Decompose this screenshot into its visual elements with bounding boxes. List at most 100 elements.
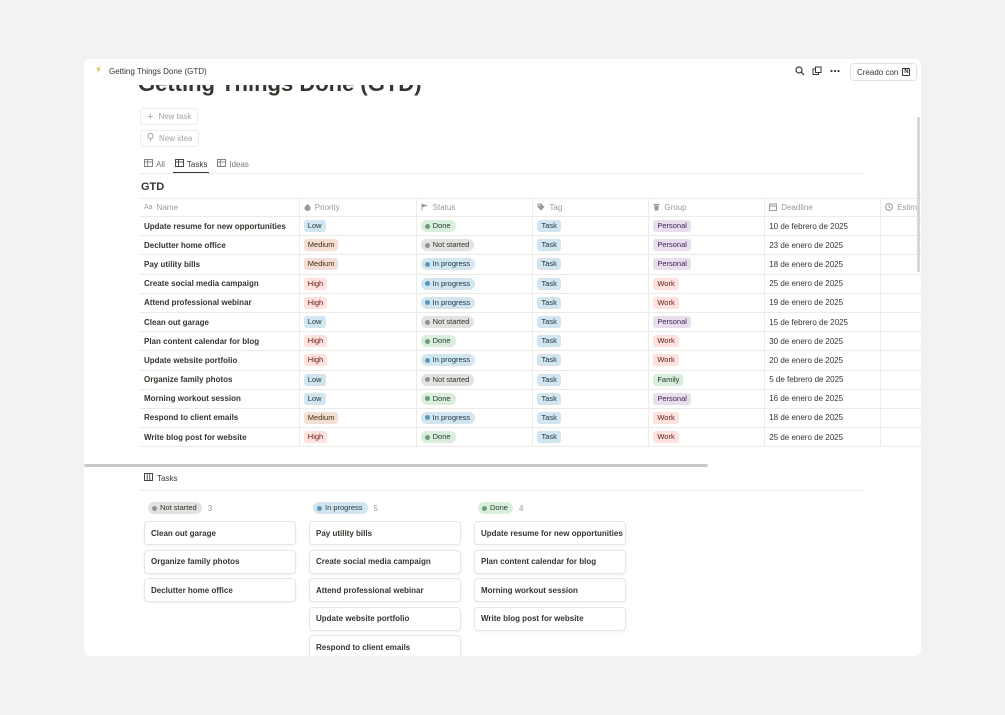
board-card[interactable]: Update resume for new opportunities bbox=[474, 521, 626, 545]
cell-deadline[interactable]: 25 de enero de 2025 bbox=[765, 274, 882, 293]
board-card[interactable]: Update website portfolio bbox=[309, 606, 461, 631]
task-name[interactable]: Pay utility bills bbox=[144, 259, 201, 269]
cell-deadline[interactable]: 15 de febrero de 2025 bbox=[765, 312, 882, 332]
cell-group[interactable]: Personal bbox=[649, 217, 766, 236]
cell-estimate[interactable] bbox=[881, 313, 921, 331]
cell-status[interactable]: In progress bbox=[417, 293, 534, 312]
board-card[interactable]: Plan content calendar for blog bbox=[474, 549, 626, 574]
table-row[interactable]: Morning workout session Low Done Task Person… bbox=[140, 389, 921, 409]
task-name[interactable]: Clean out garage bbox=[144, 317, 209, 327]
duplicate-icon[interactable] bbox=[810, 64, 824, 78]
tab-all[interactable]: All bbox=[144, 155, 165, 173]
cell-estimate[interactable] bbox=[881, 255, 921, 273]
cell-name[interactable]: Plan content calendar for blog bbox=[140, 332, 300, 351]
made-with-notion-button[interactable]: Creado con N bbox=[850, 63, 918, 81]
cell-deadline[interactable]: 20 de enero de 2025 bbox=[765, 351, 882, 370]
cell-estimate[interactable] bbox=[881, 371, 921, 389]
cell-tag[interactable]: Task bbox=[533, 389, 650, 408]
cell-group[interactable]: Personal bbox=[649, 255, 766, 274]
cell-priority[interactable]: Low bbox=[300, 312, 417, 332]
task-name[interactable]: Write blog post for website bbox=[144, 432, 247, 442]
cell-name[interactable]: Update resume for new opportunities bbox=[140, 217, 300, 236]
cell-priority[interactable]: Medium bbox=[300, 255, 417, 274]
cell-deadline[interactable]: 18 de enero de 2025 bbox=[765, 408, 882, 428]
cell-name[interactable]: Pay utility bills bbox=[140, 255, 300, 274]
column-header-group[interactable]: Group bbox=[649, 199, 766, 216]
table-row[interactable]: Plan content calendar for blog High Done Ta… bbox=[140, 332, 921, 352]
column-header-estimate[interactable]: Estim bbox=[881, 199, 921, 216]
cell-deadline[interactable]: 10 de febrero de 2025 bbox=[765, 217, 882, 236]
search-icon[interactable] bbox=[793, 64, 807, 78]
cell-priority[interactable]: Low bbox=[300, 389, 417, 408]
table-row[interactable]: Update resume for new opportunities Low Do… bbox=[140, 217, 921, 237]
cell-tag[interactable]: Task bbox=[533, 217, 650, 236]
cell-group[interactable]: Personal bbox=[649, 389, 766, 408]
cell-group[interactable]: Work bbox=[649, 351, 766, 370]
board-card[interactable]: Declutter home office bbox=[144, 578, 296, 602]
task-name[interactable]: Organize family photos bbox=[144, 375, 233, 385]
tab-tasks[interactable]: Tasks bbox=[172, 155, 210, 174]
task-name[interactable]: Update resume for new opportunities bbox=[144, 221, 286, 231]
cell-name[interactable]: Write blog post for website bbox=[140, 428, 300, 447]
horizontal-scrollbar[interactable] bbox=[84, 464, 708, 467]
column-header-priority[interactable]: Priority bbox=[300, 199, 417, 216]
cell-priority[interactable]: Medium bbox=[300, 408, 417, 428]
cell-status[interactable]: Done bbox=[417, 389, 534, 408]
cell-estimate[interactable] bbox=[881, 428, 921, 446]
cell-estimate[interactable] bbox=[881, 275, 921, 293]
cell-estimate[interactable] bbox=[881, 217, 921, 235]
cell-status[interactable]: In progress bbox=[417, 274, 534, 293]
cell-name[interactable]: Create social media campaign bbox=[140, 274, 300, 293]
cell-name[interactable]: Clean out garage bbox=[140, 312, 300, 332]
table-row[interactable]: Attend professional webinar High In progre… bbox=[140, 293, 921, 313]
cell-name[interactable]: Update website portfolio bbox=[140, 351, 300, 370]
cell-priority[interactable]: Low bbox=[300, 370, 417, 389]
task-name[interactable]: Morning workout session bbox=[144, 394, 241, 404]
cell-group[interactable]: Work bbox=[649, 408, 766, 428]
cell-priority[interactable]: High bbox=[300, 428, 417, 447]
cell-tag[interactable]: Task bbox=[533, 428, 650, 447]
cell-deadline[interactable]: 23 de enero de 2025 bbox=[765, 236, 882, 255]
table-row[interactable]: Write blog post for website High Done Task W… bbox=[140, 428, 921, 448]
board-card[interactable]: Morning workout session bbox=[474, 578, 626, 602]
cell-name[interactable]: Declutter home office bbox=[140, 236, 300, 255]
table-row[interactable]: Organize family photos Low Not started Task… bbox=[140, 370, 921, 390]
board-column-header[interactable]: Not started 3 bbox=[144, 501, 296, 515]
board-card[interactable]: Clean out garage bbox=[144, 521, 296, 545]
cell-tag[interactable]: Task bbox=[533, 236, 650, 255]
tab-ideas[interactable]: Ideas bbox=[217, 155, 249, 173]
vertical-scrollbar[interactable] bbox=[917, 117, 920, 272]
board-card[interactable]: Respond to client emails bbox=[309, 635, 461, 656]
cell-status[interactable]: Not started bbox=[417, 370, 534, 389]
cell-group[interactable]: Work bbox=[649, 428, 766, 447]
database-title[interactable]: GTD bbox=[141, 181, 165, 193]
board-column-header[interactable]: In progress 5 bbox=[309, 501, 461, 515]
new-idea-button[interactable]: New idea bbox=[140, 130, 200, 147]
cell-estimate[interactable] bbox=[881, 236, 921, 254]
cell-priority[interactable]: High bbox=[300, 351, 417, 370]
task-name[interactable]: Create social media campaign bbox=[144, 279, 259, 289]
column-header-name[interactable]: Aa Name bbox=[140, 199, 300, 216]
board-card[interactable]: Write blog post for website bbox=[474, 606, 626, 631]
board-column-header[interactable]: Done 4 bbox=[474, 501, 626, 515]
table-row[interactable]: Update website portfolio High In progress T… bbox=[140, 351, 921, 371]
cell-name[interactable]: Attend professional webinar bbox=[140, 293, 300, 312]
cell-priority[interactable]: High bbox=[300, 332, 417, 351]
cell-deadline[interactable]: 19 de enero de 2025 bbox=[765, 293, 882, 312]
cell-priority[interactable]: High bbox=[300, 274, 417, 293]
cell-tag[interactable]: Task bbox=[533, 351, 650, 370]
cell-status[interactable]: Done bbox=[417, 217, 534, 236]
cell-deadline[interactable]: 5 de febrero de 2025 bbox=[765, 370, 882, 389]
cell-status[interactable]: Done bbox=[417, 332, 534, 351]
cell-estimate[interactable] bbox=[881, 294, 921, 312]
cell-tag[interactable]: Task bbox=[533, 255, 650, 274]
cell-deadline[interactable]: 25 de enero de 2025 bbox=[765, 428, 882, 447]
cell-priority[interactable]: Medium bbox=[300, 236, 417, 255]
cell-deadline[interactable]: 16 de enero de 2025 bbox=[765, 389, 882, 408]
cell-name[interactable]: Morning workout session bbox=[140, 389, 300, 408]
cell-group[interactable]: Work bbox=[649, 274, 766, 293]
task-name[interactable]: Update website portfolio bbox=[144, 355, 238, 365]
table-row[interactable]: Respond to client emails Medium In progres… bbox=[140, 408, 921, 429]
cell-estimate[interactable] bbox=[881, 332, 921, 350]
cell-deadline[interactable]: 30 de enero de 2025 bbox=[765, 332, 882, 351]
